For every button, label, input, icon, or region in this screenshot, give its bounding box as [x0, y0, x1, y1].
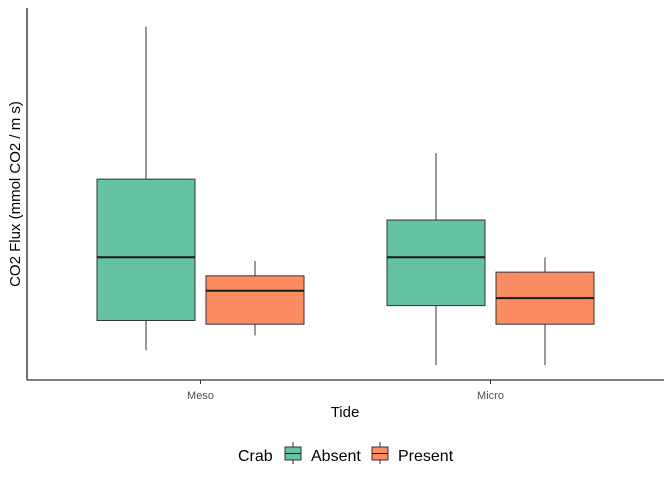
legend-item-present: Present — [371, 442, 454, 465]
legend-items: Absent Present — [284, 442, 454, 465]
box-absent-meso — [96, 26, 196, 351]
x-tick-label: Meso — [187, 390, 214, 402]
y-axis-title: CO2 Flux (mmol CO2 / m s) — [7, 101, 24, 287]
legend-item-absent: Absent — [284, 442, 361, 465]
legend-label: Absent — [311, 448, 361, 465]
legend-label: Present — [398, 448, 454, 465]
plot-area — [96, 26, 595, 366]
box-absent-micro — [386, 153, 486, 366]
legend-title: Crab — [238, 448, 273, 465]
box-iqr — [205, 275, 305, 325]
x-axis-ticks: Meso Micro — [187, 380, 504, 402]
box-present-micro — [495, 257, 595, 366]
legend: Crab Absent Present — [238, 442, 454, 465]
x-tick-label: Micro — [477, 390, 504, 402]
box-present-meso — [205, 260, 305, 336]
x-axis-title: Tide — [331, 404, 360, 421]
box-iqr — [96, 178, 196, 321]
box-iqr — [386, 219, 486, 307]
